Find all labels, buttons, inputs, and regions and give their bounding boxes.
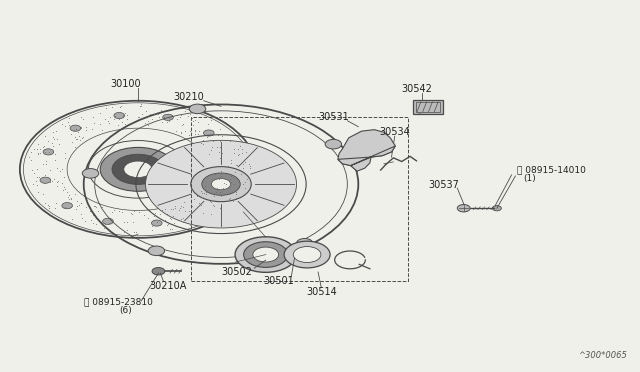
Text: (1): (1) [523, 174, 536, 183]
Text: ^300*0065: ^300*0065 [578, 351, 627, 360]
Circle shape [152, 220, 162, 226]
Polygon shape [338, 130, 396, 166]
Circle shape [458, 205, 470, 212]
Circle shape [62, 202, 72, 209]
Circle shape [148, 246, 164, 256]
Text: 30210A: 30210A [149, 281, 187, 291]
Circle shape [40, 177, 51, 183]
Text: Ⓥ 08915-23810: Ⓥ 08915-23810 [84, 297, 153, 306]
Circle shape [43, 149, 54, 155]
Circle shape [163, 114, 173, 121]
Text: 30501: 30501 [263, 276, 294, 286]
Circle shape [293, 247, 321, 263]
Text: 30537: 30537 [428, 180, 460, 190]
Text: 30542: 30542 [402, 84, 433, 94]
Circle shape [195, 207, 206, 214]
Text: (6): (6) [119, 306, 132, 315]
Text: 30100: 30100 [110, 79, 141, 89]
Circle shape [202, 173, 240, 195]
Circle shape [83, 169, 99, 178]
Polygon shape [338, 146, 396, 171]
Bar [191, 118, 408, 280]
Circle shape [284, 241, 330, 268]
Circle shape [112, 154, 164, 185]
Circle shape [225, 155, 236, 161]
Text: 30534: 30534 [380, 127, 410, 137]
Circle shape [376, 138, 392, 148]
Circle shape [211, 179, 230, 190]
Text: 30210: 30210 [173, 92, 204, 102]
Circle shape [204, 130, 214, 136]
Circle shape [152, 267, 165, 275]
Circle shape [114, 112, 125, 119]
Circle shape [124, 161, 152, 177]
Bar [413, 100, 444, 114]
Text: 30502: 30502 [221, 267, 252, 277]
Circle shape [189, 104, 205, 114]
Circle shape [296, 238, 313, 248]
Circle shape [100, 147, 176, 191]
Circle shape [244, 242, 288, 267]
Circle shape [235, 237, 296, 272]
Text: 30514: 30514 [306, 286, 337, 296]
Circle shape [145, 140, 296, 228]
Circle shape [222, 184, 233, 190]
Circle shape [325, 140, 342, 149]
Text: Ⓥ 08915-14010: Ⓥ 08915-14010 [516, 166, 586, 174]
Circle shape [492, 206, 501, 211]
Text: 30531: 30531 [319, 112, 349, 122]
Circle shape [102, 218, 113, 224]
Bar [416, 102, 440, 112]
Circle shape [191, 167, 252, 202]
Circle shape [253, 247, 278, 262]
Circle shape [70, 125, 81, 131]
